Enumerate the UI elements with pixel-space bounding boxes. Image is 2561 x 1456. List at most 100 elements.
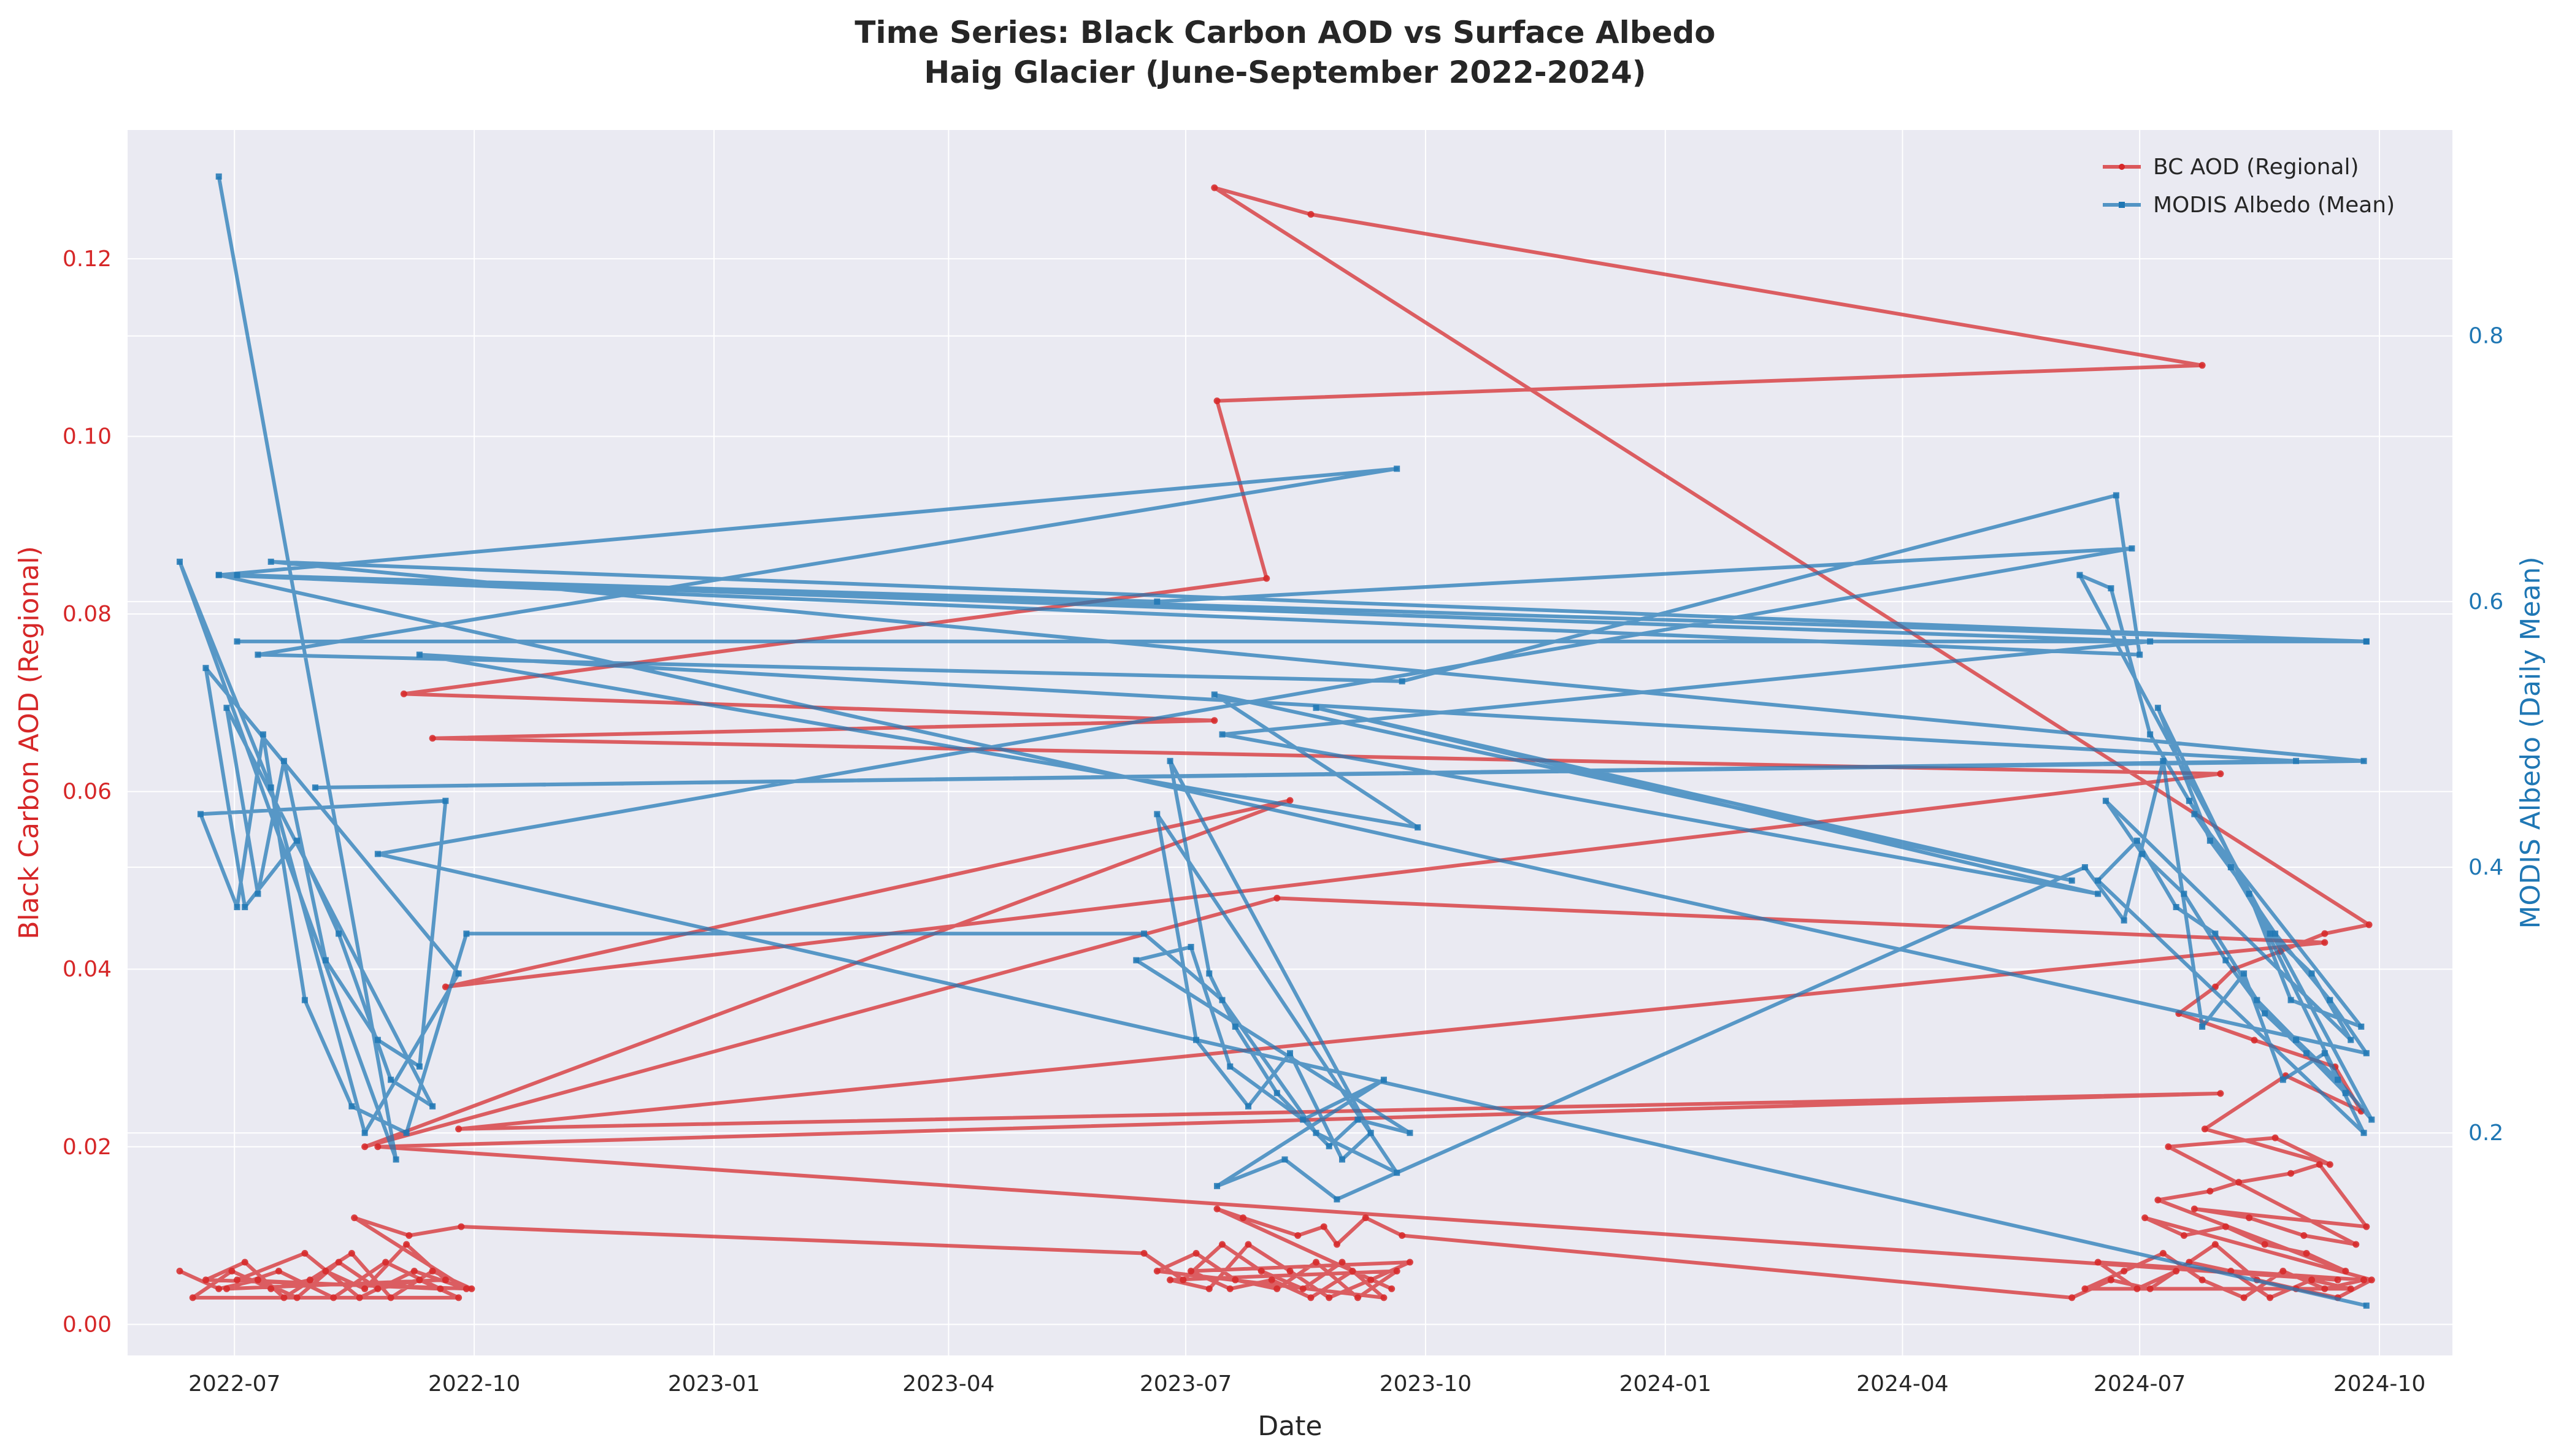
data-point <box>1273 894 1281 902</box>
data-point <box>2227 864 2234 871</box>
data-point <box>197 811 204 818</box>
x-tick-label: 2024-07 <box>2094 1371 2186 1397</box>
data-point <box>403 1130 410 1136</box>
data-point <box>2271 1134 2279 1141</box>
data-point <box>1326 1143 1332 1149</box>
data-point <box>2068 877 2075 884</box>
data-point <box>1294 1232 1302 1240</box>
data-point <box>2303 1250 2310 1257</box>
data-point <box>242 904 248 911</box>
data-point <box>2206 837 2213 844</box>
data-point <box>1219 731 1226 738</box>
data-point <box>202 665 209 672</box>
data-point <box>336 930 342 937</box>
x-tick-label: 2022-10 <box>428 1371 520 1397</box>
data-point <box>1380 1294 1388 1301</box>
legend-bc-marker <box>2119 164 2125 170</box>
data-point <box>1193 1036 1200 1043</box>
data-point <box>1213 1205 1221 1213</box>
y-right-axis-label: MODIS Albedo (Daily Mean) <box>2515 556 2546 929</box>
data-point <box>2363 1050 2370 1057</box>
y-left-axis-label: Black Carbon AOD (Regional) <box>13 546 45 940</box>
data-point <box>455 970 462 977</box>
data-point <box>2251 1036 2258 1044</box>
data-point <box>1263 575 1270 582</box>
data-point <box>2293 757 2300 764</box>
data-point <box>2363 1302 2370 1309</box>
data-point <box>1394 466 1400 472</box>
data-point <box>2368 1116 2375 1123</box>
data-point <box>1338 1156 1345 1163</box>
data-point <box>2076 572 2083 578</box>
data-point <box>312 784 318 791</box>
data-point <box>335 1259 342 1266</box>
data-point <box>2154 705 2161 711</box>
data-point <box>1257 1267 1265 1274</box>
data-point <box>2191 811 2198 818</box>
data-point <box>267 1285 275 1292</box>
data-point <box>2095 877 2102 884</box>
data-point <box>468 1285 475 1292</box>
data-point <box>2108 585 2114 592</box>
data-point <box>2321 1285 2329 1292</box>
data-point <box>2133 1285 2141 1292</box>
data-point <box>1354 1116 1361 1123</box>
data-point <box>1380 1076 1387 1083</box>
plot-area <box>128 130 2452 1355</box>
data-point <box>2267 930 2273 937</box>
data-point <box>215 572 222 578</box>
data-point <box>2186 797 2192 804</box>
data-point <box>1167 757 1173 764</box>
data-point <box>1167 1276 1174 1284</box>
data-point <box>2165 1143 2172 1151</box>
data-point <box>2068 1294 2076 1301</box>
data-point <box>2139 851 2146 857</box>
data-point <box>1232 1276 1239 1284</box>
data-point <box>1367 1276 1375 1284</box>
data-point <box>2303 1050 2310 1057</box>
data-point <box>301 997 308 1003</box>
data-point <box>1140 1250 1148 1257</box>
data-point <box>2300 1232 2308 1240</box>
data-point <box>1245 1241 1252 1248</box>
data-point <box>2363 638 2370 645</box>
data-point <box>410 1267 418 1274</box>
data-point <box>2147 638 2154 645</box>
y-right-axis-ticks: 0.2 0.4 0.6 0.8 <box>2468 324 2503 1146</box>
data-point <box>2129 545 2135 552</box>
data-point <box>223 705 230 711</box>
data-point <box>2279 1076 2286 1083</box>
data-point <box>455 1125 463 1133</box>
data-point <box>2159 1250 2167 1257</box>
data-point <box>2147 731 2154 738</box>
data-point <box>1154 598 1161 605</box>
data-point <box>2246 891 2252 897</box>
data-point <box>348 1250 355 1257</box>
data-point <box>1213 397 1221 405</box>
data-point <box>2358 1023 2365 1030</box>
legend-bc-label: BC AOD (Regional) <box>2153 155 2359 180</box>
data-point <box>1354 1294 1361 1301</box>
data-point <box>1313 1130 1319 1136</box>
data-point <box>2308 970 2315 977</box>
data-point <box>437 1285 444 1292</box>
x-axis-ticks: 2022-07 2022-10 2023-01 2023-04 2023-07 2023-… <box>188 1371 2425 1397</box>
data-point <box>233 1276 240 1284</box>
data-point <box>403 1241 410 1248</box>
data-point <box>1188 944 1194 950</box>
data-point <box>1211 717 1218 724</box>
data-point <box>189 1294 196 1301</box>
data-point <box>405 1232 413 1240</box>
data-point <box>2113 492 2119 499</box>
data-point <box>2235 1179 2243 1186</box>
data-point <box>2181 891 2187 897</box>
data-point <box>306 1276 313 1284</box>
x-tick-label: 2023-10 <box>1380 1371 1472 1397</box>
data-point <box>234 904 240 911</box>
data-point <box>1192 1250 1200 1257</box>
data-point <box>280 757 287 764</box>
data-point <box>1240 1214 1247 1222</box>
data-point <box>2141 1214 2149 1222</box>
data-point <box>1415 824 1421 831</box>
data-point <box>1333 1241 1340 1248</box>
